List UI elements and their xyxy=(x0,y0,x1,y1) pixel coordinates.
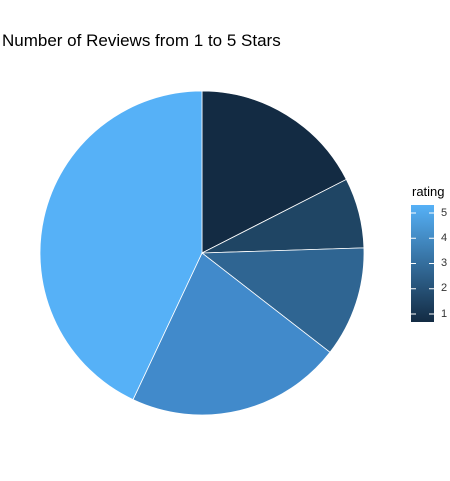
legend-colorbar xyxy=(411,205,434,322)
chart-title: Number of Reviews from 1 to 5 Stars xyxy=(2,31,281,50)
legend-tick-label-2: 2 xyxy=(441,282,448,295)
legend-tick-label-1: 1 xyxy=(441,307,448,320)
legend-tick-label-5: 5 xyxy=(441,206,448,219)
legend-tick-label-4: 4 xyxy=(441,231,448,244)
pie-slice-rating-4 xyxy=(132,252,331,416)
legend-tick-label-3: 3 xyxy=(441,257,448,269)
legend-title: rating xyxy=(412,184,445,199)
pie-slice-rating-1 xyxy=(201,90,347,254)
pie-slice-rating-5 xyxy=(39,90,203,401)
pie-slice-rating-3 xyxy=(200,247,365,353)
